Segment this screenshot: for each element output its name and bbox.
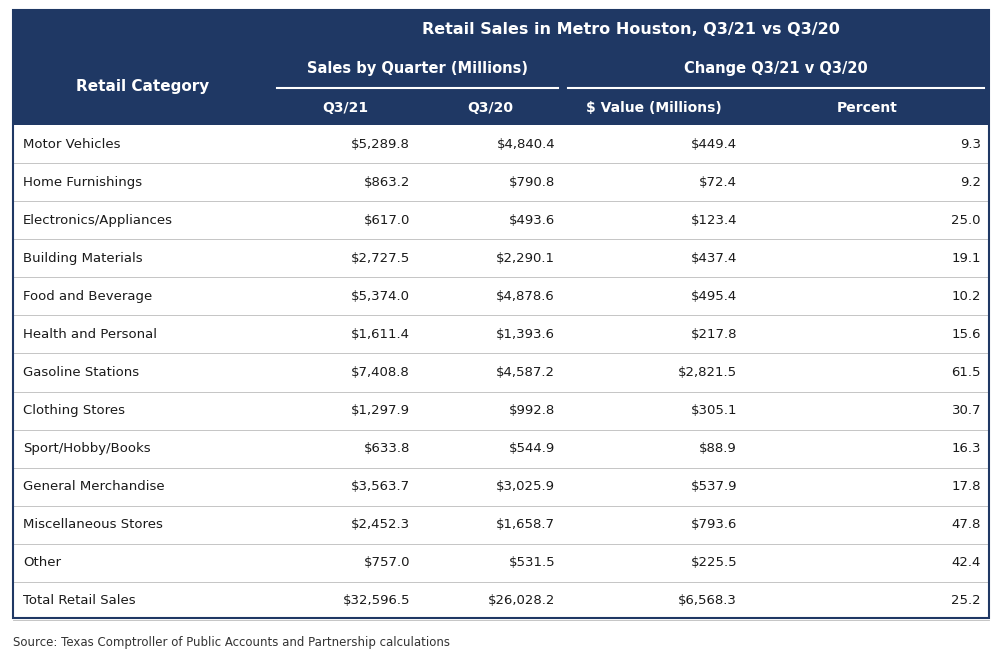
Text: 19.1: 19.1: [952, 252, 981, 265]
Text: Building Materials: Building Materials: [23, 252, 142, 265]
Text: $2,290.1: $2,290.1: [496, 252, 555, 265]
Text: $6,568.3: $6,568.3: [678, 594, 737, 608]
Text: $531.5: $531.5: [508, 556, 555, 570]
Text: $7,408.8: $7,408.8: [352, 366, 410, 379]
Text: $2,452.3: $2,452.3: [351, 519, 410, 531]
Text: Gasoline Stations: Gasoline Stations: [23, 366, 139, 379]
Text: $863.2: $863.2: [364, 176, 410, 189]
Text: $793.6: $793.6: [690, 519, 737, 531]
Text: Retail Sales in Metro Houston, Q3/21 vs Q3/20: Retail Sales in Metro Houston, Q3/21 vs …: [422, 21, 840, 36]
Text: $4,878.6: $4,878.6: [496, 290, 555, 303]
Text: 25.2: 25.2: [951, 594, 981, 608]
Text: $992.8: $992.8: [509, 404, 555, 417]
Text: $2,821.5: $2,821.5: [678, 366, 737, 379]
Text: $217.8: $217.8: [690, 328, 737, 341]
Bar: [13, 582, 989, 620]
Text: $ Value (Millions): $ Value (Millions): [586, 100, 721, 115]
Text: Other: Other: [23, 556, 61, 570]
Text: 17.8: 17.8: [952, 480, 981, 493]
Text: 47.8: 47.8: [952, 519, 981, 531]
Bar: [13, 277, 989, 316]
Text: $4,840.4: $4,840.4: [496, 137, 555, 151]
Text: $305.1: $305.1: [690, 404, 737, 417]
Text: $5,289.8: $5,289.8: [351, 137, 410, 151]
Text: $495.4: $495.4: [690, 290, 737, 303]
Text: 9.3: 9.3: [960, 137, 981, 151]
Text: $617.0: $617.0: [364, 214, 410, 226]
Bar: [13, 163, 989, 201]
Text: $32,596.5: $32,596.5: [343, 594, 410, 608]
Text: $3,025.9: $3,025.9: [496, 480, 555, 493]
Text: Source: Texas Comptroller of Public Accounts and Partnership calculations: Source: Texas Comptroller of Public Acco…: [13, 636, 450, 649]
Text: $72.4: $72.4: [699, 176, 737, 189]
Bar: [13, 316, 989, 354]
Bar: [13, 468, 989, 506]
Bar: [13, 429, 989, 468]
Text: General Merchandise: General Merchandise: [23, 480, 164, 493]
Bar: [13, 125, 989, 163]
Text: Q3/21: Q3/21: [322, 100, 368, 115]
Text: $790.8: $790.8: [509, 176, 555, 189]
Text: $449.4: $449.4: [690, 137, 737, 151]
Text: 61.5: 61.5: [952, 366, 981, 379]
Text: Percent: Percent: [837, 100, 898, 115]
Text: $544.9: $544.9: [509, 442, 555, 455]
Text: 42.4: 42.4: [952, 556, 981, 570]
Text: Clothing Stores: Clothing Stores: [23, 404, 125, 417]
Bar: [13, 239, 989, 277]
Bar: [13, 544, 989, 582]
Text: $757.0: $757.0: [364, 556, 410, 570]
Text: Health and Personal: Health and Personal: [23, 328, 157, 341]
Text: $4,587.2: $4,587.2: [496, 366, 555, 379]
Text: Miscellaneous Stores: Miscellaneous Stores: [23, 519, 163, 531]
Text: Sales by Quarter (Millions): Sales by Quarter (Millions): [307, 62, 528, 76]
Text: 10.2: 10.2: [952, 290, 981, 303]
Text: $1,393.6: $1,393.6: [496, 328, 555, 341]
Text: Motor Vehicles: Motor Vehicles: [23, 137, 120, 151]
Text: 16.3: 16.3: [952, 442, 981, 455]
Text: $1,611.4: $1,611.4: [351, 328, 410, 341]
Text: 15.6: 15.6: [952, 328, 981, 341]
Bar: [13, 10, 989, 125]
Text: $633.8: $633.8: [364, 442, 410, 455]
Text: $1,658.7: $1,658.7: [496, 519, 555, 531]
Text: $26,028.2: $26,028.2: [488, 594, 555, 608]
Text: $437.4: $437.4: [690, 252, 737, 265]
Text: Retail Category: Retail Category: [76, 79, 209, 94]
Text: 25.0: 25.0: [952, 214, 981, 226]
Text: Q3/20: Q3/20: [468, 100, 513, 115]
Text: 30.7: 30.7: [952, 404, 981, 417]
Bar: [13, 354, 989, 391]
Text: $5,374.0: $5,374.0: [351, 290, 410, 303]
Text: $123.4: $123.4: [690, 214, 737, 226]
Text: Food and Beverage: Food and Beverage: [23, 290, 152, 303]
Text: $225.5: $225.5: [690, 556, 737, 570]
Text: Electronics/Appliances: Electronics/Appliances: [23, 214, 173, 226]
Text: 9.2: 9.2: [960, 176, 981, 189]
Text: Home Furnishings: Home Furnishings: [23, 176, 142, 189]
Text: $493.6: $493.6: [509, 214, 555, 226]
Text: $1,297.9: $1,297.9: [351, 404, 410, 417]
Text: $537.9: $537.9: [690, 480, 737, 493]
Bar: [13, 506, 989, 544]
Text: $88.9: $88.9: [699, 442, 737, 455]
Text: Total Retail Sales: Total Retail Sales: [23, 594, 135, 608]
Bar: [13, 201, 989, 239]
Text: $2,727.5: $2,727.5: [351, 252, 410, 265]
Text: $3,563.7: $3,563.7: [351, 480, 410, 493]
Text: Change Q3/21 v Q3/20: Change Q3/21 v Q3/20: [684, 62, 868, 76]
Text: Sport/Hobby/Books: Sport/Hobby/Books: [23, 442, 150, 455]
Bar: [13, 391, 989, 429]
